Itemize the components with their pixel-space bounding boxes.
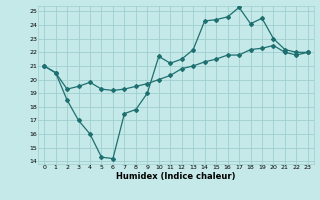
X-axis label: Humidex (Indice chaleur): Humidex (Indice chaleur)	[116, 172, 236, 181]
